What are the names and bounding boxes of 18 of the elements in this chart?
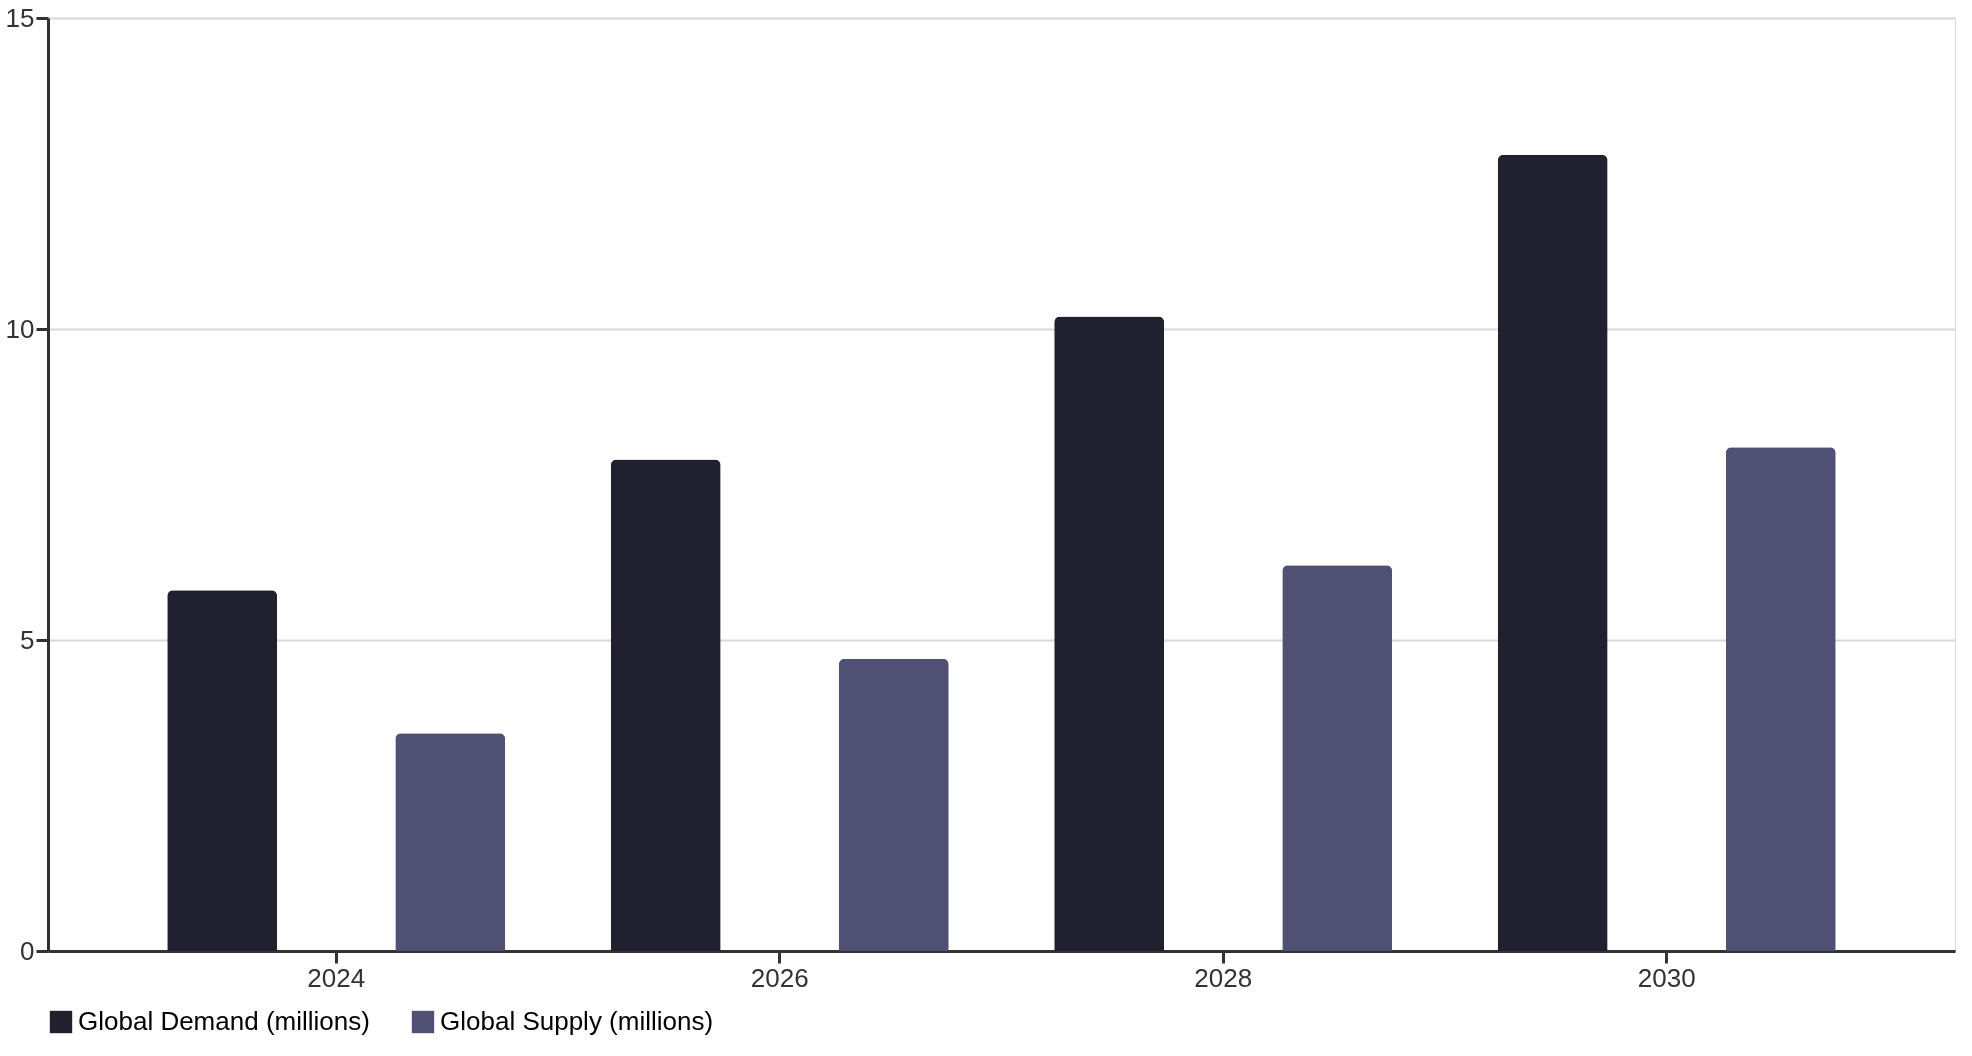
bar xyxy=(1497,154,1608,951)
y-tick-label: 15 xyxy=(5,2,35,33)
y-tick-label: 0 xyxy=(20,935,35,966)
x-tick-label: 2026 xyxy=(750,962,809,993)
legend-label: Global Demand (millions) xyxy=(78,1006,370,1036)
bar xyxy=(395,733,506,951)
bar xyxy=(1725,447,1836,951)
y-tick-label: 5 xyxy=(20,624,35,655)
x-tick-label: 2028 xyxy=(1194,962,1253,993)
bar xyxy=(610,459,721,951)
legend-label: Global Supply (millions) xyxy=(440,1006,714,1036)
y-tick-label: 10 xyxy=(5,313,35,344)
bar xyxy=(167,590,278,951)
x-tick-label: 2024 xyxy=(307,962,366,993)
bar xyxy=(838,658,949,951)
bar xyxy=(1282,565,1393,951)
bar xyxy=(1054,316,1165,951)
x-tick-label: 2030 xyxy=(1637,962,1696,993)
